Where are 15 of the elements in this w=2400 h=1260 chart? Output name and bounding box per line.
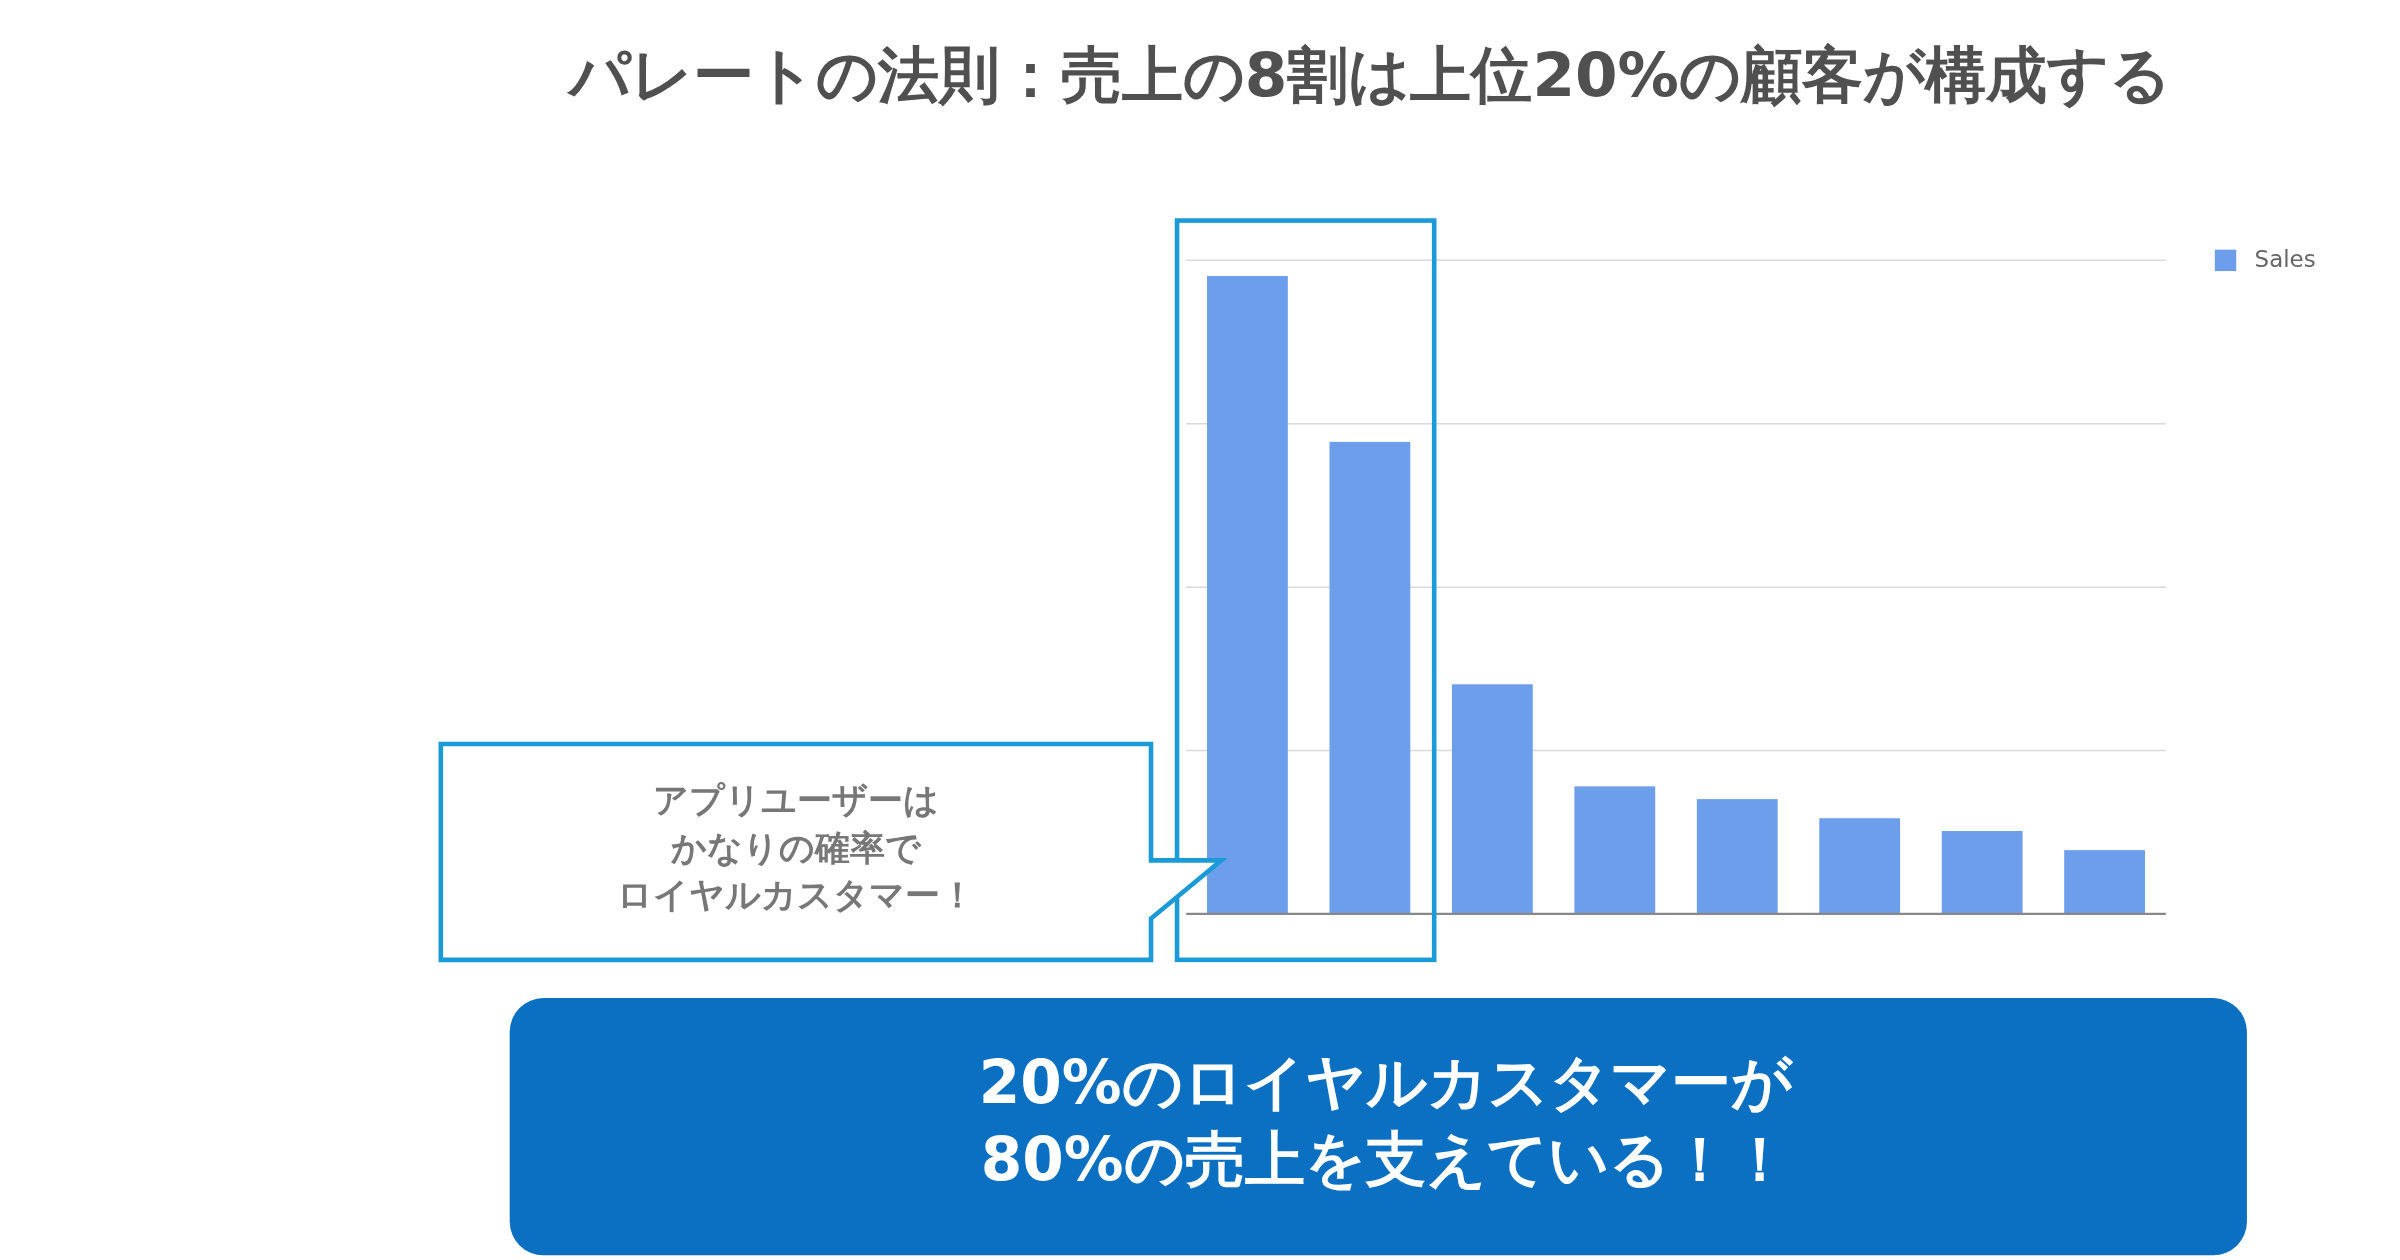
bar	[1941, 831, 2023, 914]
chart-title: パレートの法則：売上の8割は上位20%の顧客が構成する	[565, 39, 2171, 111]
legend-label: Sales	[2254, 245, 2316, 272]
bar	[1819, 818, 1901, 914]
text: 80%の売上を支えている！！	[980, 1125, 1790, 1195]
bar	[1451, 684, 1533, 914]
text: アプリユーザーは	[652, 779, 939, 821]
text: かなりの確率で	[669, 826, 922, 868]
bar	[1696, 799, 1778, 914]
text: 20%のロイヤルカスタマーが	[978, 1048, 1794, 1118]
bar	[2064, 850, 2145, 914]
bar	[1329, 441, 1411, 914]
text: ロイヤルカスタマー！	[616, 874, 975, 916]
bar	[1574, 786, 1656, 914]
bar	[1207, 276, 1288, 914]
